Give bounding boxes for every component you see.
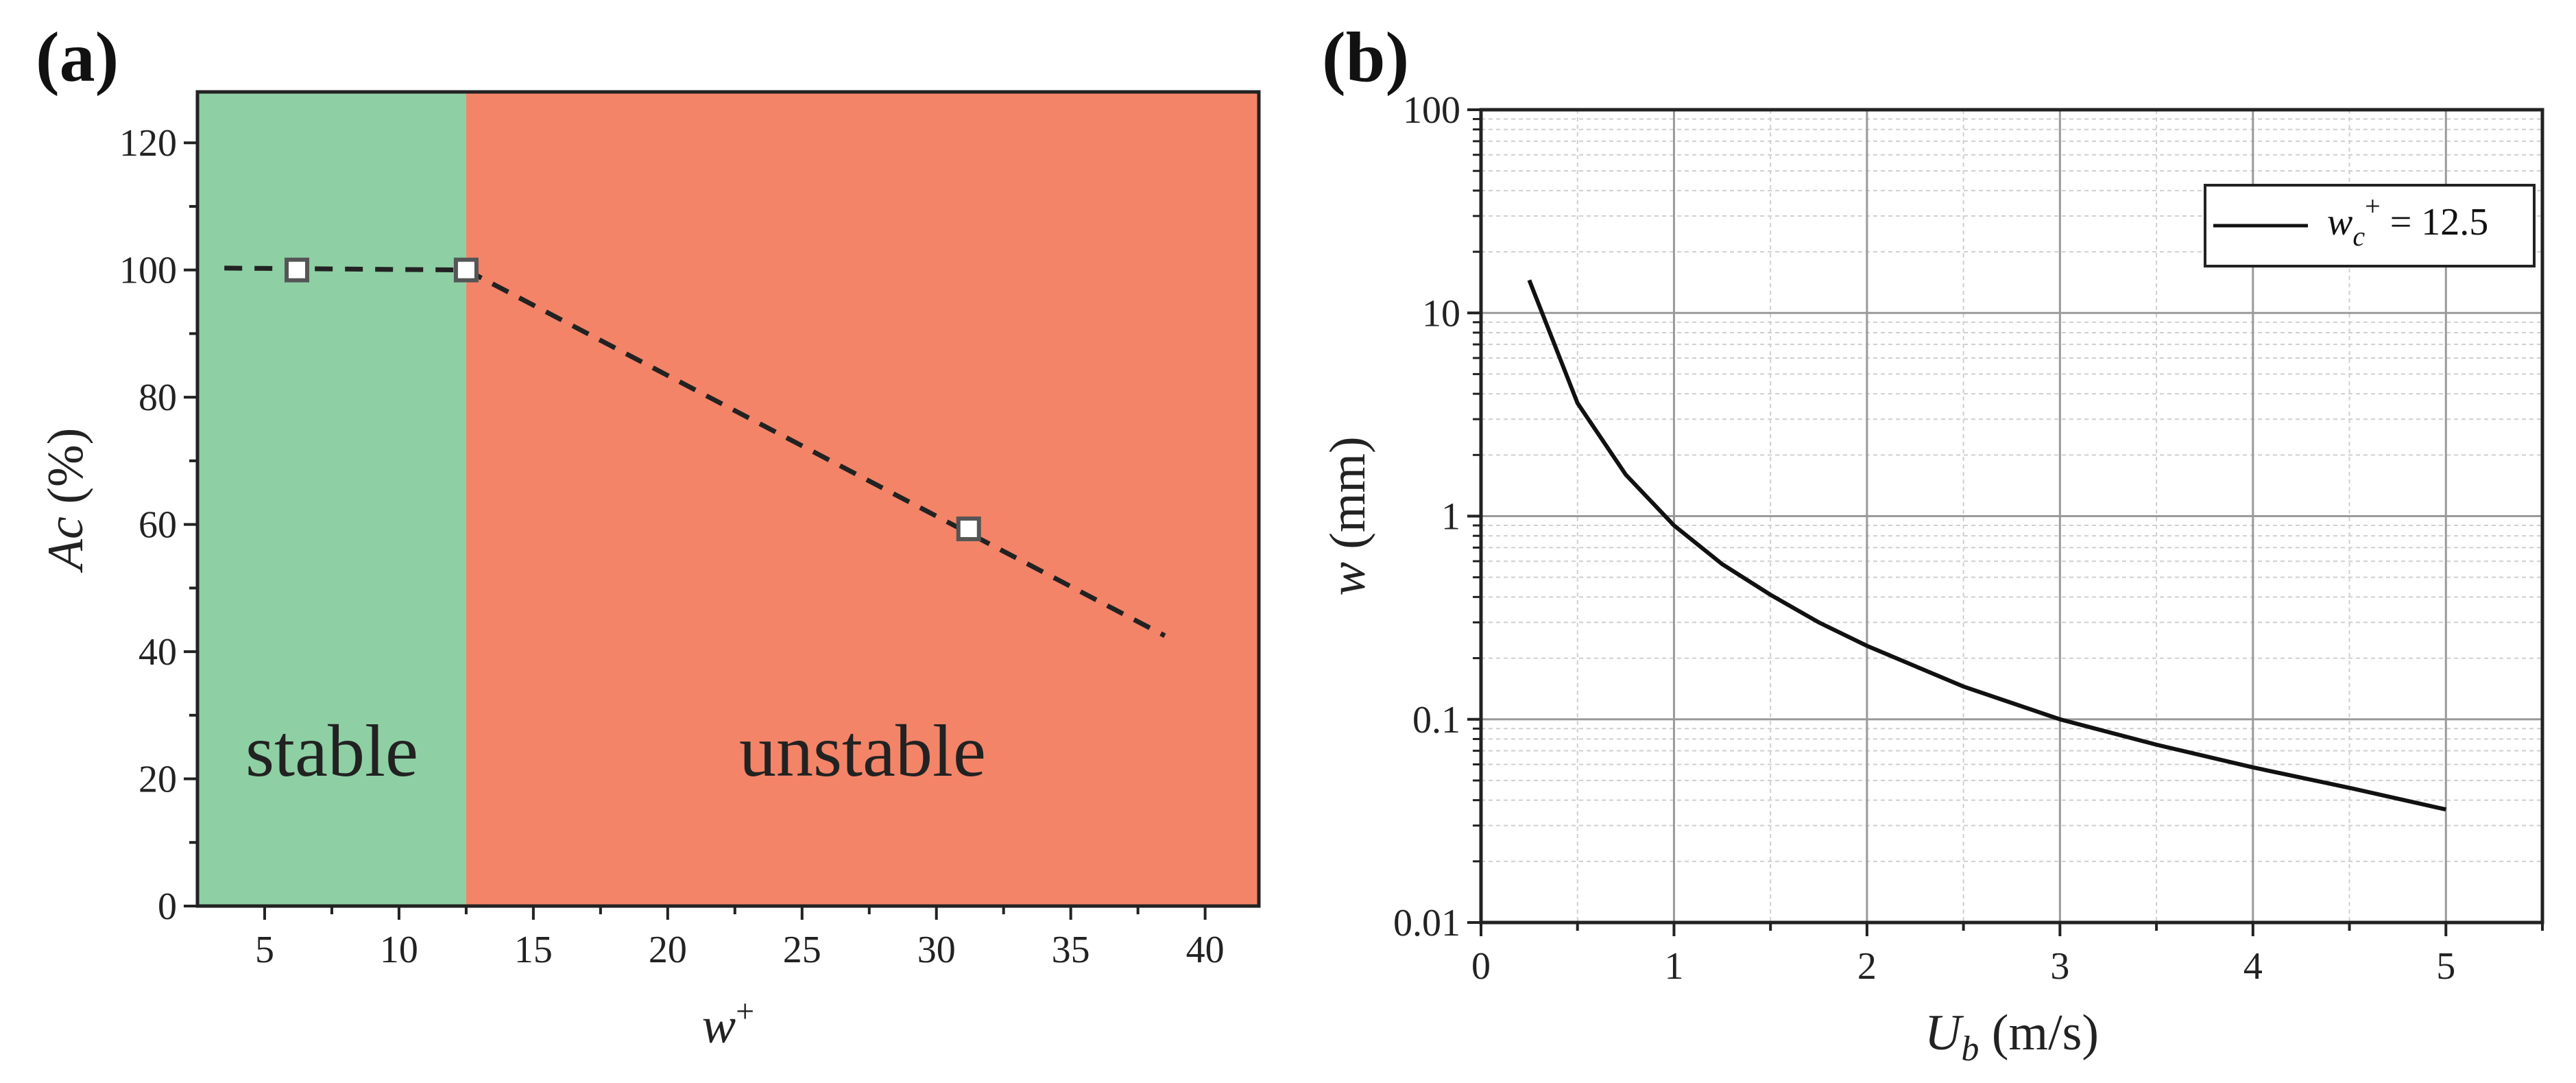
chart-b-ticks: 0 1 2 3 4 5 0.01 0.1 1 10 100 bbox=[1393, 89, 2544, 988]
x-tick-label: 40 bbox=[1186, 929, 1225, 971]
chart-b-ylabel-italic: w bbox=[1320, 562, 1376, 595]
x-tick-label: 15 bbox=[514, 929, 553, 971]
y-tick-label: 80 bbox=[139, 377, 177, 419]
chart-b-ylabel-rest: (mm) bbox=[1320, 436, 1376, 562]
data-point-marker bbox=[453, 257, 479, 283]
data-point-marker bbox=[956, 516, 981, 542]
chart-b-legend-value: = 12.5 bbox=[2381, 201, 2489, 243]
y-tick-label: 0.1 bbox=[1412, 699, 1460, 741]
chart-a-xlabel-main: w bbox=[702, 998, 736, 1054]
y-tick-label: 100 bbox=[1403, 89, 1460, 132]
chart-a: stable unstable 5 10 15 20 25 30 35 40 0 20 40 60 80 1… bbox=[38, 90, 1261, 1054]
chart-a-regions: stable unstable bbox=[197, 92, 1260, 906]
panel-a-label: (a) bbox=[36, 18, 119, 97]
chart-b-series bbox=[1527, 279, 2446, 812]
data-point-marker bbox=[285, 257, 310, 283]
chart-a-ticks: 5 10 15 20 25 30 35 40 0 20 40 60 80 100 120 bbox=[119, 122, 1225, 971]
chart-a-series bbox=[224, 257, 1166, 638]
x-tick-label: 20 bbox=[649, 929, 687, 971]
region-label-stable: stable bbox=[245, 711, 418, 792]
x-tick-label: 0 bbox=[1471, 945, 1491, 988]
x-tick-label: 3 bbox=[2050, 945, 2069, 988]
chart-b-xlabel-rest: (m/s) bbox=[1979, 1005, 2099, 1061]
y-tick-label: 20 bbox=[139, 759, 177, 801]
x-tick-label: 5 bbox=[255, 929, 274, 971]
chart-b-xlabel-sub: b bbox=[1961, 1030, 1979, 1069]
chart-b-legend-sub: c bbox=[2352, 221, 2365, 252]
y-tick-label: 120 bbox=[119, 122, 177, 165]
chart-b-legend-main: w bbox=[2327, 201, 2352, 243]
chart-a-frame bbox=[195, 90, 1261, 908]
x-tick-label: 35 bbox=[1052, 929, 1090, 971]
region-stable bbox=[197, 92, 466, 906]
y-tick-label: 60 bbox=[139, 504, 177, 547]
chart-a-ylabel: Ac (%) bbox=[38, 428, 94, 573]
chart-a-ylabel-rest: (%) bbox=[38, 428, 94, 516]
y-tick-label: 0.01 bbox=[1393, 902, 1460, 944]
chart-b-ylabel: w (mm) bbox=[1320, 436, 1376, 595]
y-tick-label: 0 bbox=[158, 885, 177, 928]
panel-b-label: (b) bbox=[1322, 18, 1409, 97]
y-tick-label: 40 bbox=[139, 631, 177, 674]
x-tick-label: 4 bbox=[2243, 945, 2263, 988]
chart-a-ylabel-italic: Ac bbox=[38, 516, 94, 573]
y-tick-label: 100 bbox=[119, 250, 177, 292]
region-label-unstable: unstable bbox=[739, 711, 986, 792]
chart-b-grid bbox=[1481, 110, 2542, 923]
chart-b-xlabel: Ub (m/s) bbox=[1925, 1005, 2099, 1069]
x-tick-label: 25 bbox=[783, 929, 821, 971]
x-tick-label: 5 bbox=[2436, 945, 2455, 988]
x-tick-label: 2 bbox=[1857, 945, 1877, 988]
x-tick-label: 10 bbox=[380, 929, 418, 971]
chart-b-legend: wc+ = 12.5 bbox=[2204, 184, 2536, 267]
chart-a-xlabel-sup: + bbox=[736, 993, 754, 1030]
region-unstable bbox=[466, 92, 1260, 906]
y-tick-label: 1 bbox=[1441, 496, 1460, 538]
y-tick-label: 10 bbox=[1422, 292, 1460, 335]
chart-b-legend-sup: + bbox=[2365, 191, 2381, 222]
x-tick-label: 1 bbox=[1664, 945, 1683, 988]
chart-a-xlabel: w+ bbox=[702, 993, 754, 1054]
series-wc-12-5 bbox=[1527, 279, 2446, 812]
x-tick-label: 30 bbox=[917, 929, 956, 971]
chart-b-legend-label: wc+ = 12.5 bbox=[2327, 191, 2488, 252]
chart-b-xlabel-main: U bbox=[1925, 1005, 1964, 1061]
